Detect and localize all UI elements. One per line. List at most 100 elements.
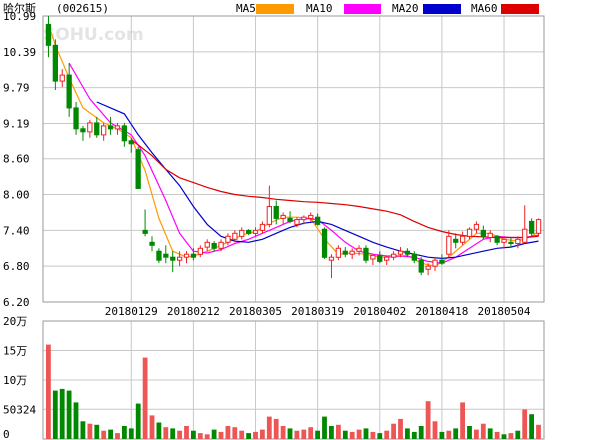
candle [239,227,245,240]
candle [266,185,273,228]
candle-body-down [377,254,383,262]
candle-body-up [425,265,431,270]
candle [114,122,121,135]
stock-name: 哈尔斯 [3,2,36,15]
candle [370,254,376,265]
candle [529,218,535,237]
candle-body-up [225,235,231,243]
volume-bar [156,422,162,439]
volume-bar [515,430,521,439]
candle [508,237,514,248]
volume-bar [52,390,58,439]
volume-bar [66,390,72,439]
candle [321,227,328,260]
candle [294,217,300,228]
volume-bar [418,426,424,439]
volume-bar [536,424,541,439]
candle [280,212,286,225]
date-tick-label: 20180418 [415,305,468,318]
candle [94,116,100,138]
legend-ma20-label: MA20 [392,2,419,15]
candle-body-down [149,241,155,246]
candle-body-down [163,253,169,258]
candle-body-up [515,238,521,245]
candle [197,245,203,258]
volume-tick-label: 10万 [3,374,27,387]
candle-body-up [259,223,266,231]
candle [252,227,259,237]
candle-body-up [266,206,273,225]
volume-bar [405,428,410,439]
date-tick-label: 20180319 [291,305,344,318]
volume-bar [425,401,431,439]
candle-body-down [342,250,348,255]
volume-bar [370,431,376,439]
candle [52,39,59,91]
candle [308,212,314,222]
candle-body-up [397,250,404,255]
volume-bar [411,431,417,439]
volume-bar [294,430,300,439]
volume-bar [59,388,65,439]
candle-body-up [59,74,65,82]
candle-body-up [197,247,203,255]
candle [211,241,217,252]
volume-bar [301,429,307,439]
candle [204,239,210,252]
candle [66,63,72,117]
candle [418,257,424,276]
candle [45,16,52,58]
candle-body-up [294,219,300,225]
candle-body-down [287,217,293,222]
candle-body-down [508,241,514,245]
candle [128,137,134,153]
volume-bar [197,433,203,439]
candle [177,251,183,267]
candle [183,251,190,264]
candle [356,245,362,256]
volume-bar [135,403,141,439]
price-panel-frame [42,15,545,303]
volume-bar [315,430,320,439]
volume-bar [87,423,93,439]
candle [446,230,452,258]
volume-bar [308,427,314,439]
candle [439,254,445,265]
volume-bar [474,429,479,439]
candle [466,227,473,240]
volume-bar [391,423,396,439]
volume-bar [218,431,224,439]
candle-body-up [335,247,342,258]
candle-body-up [101,125,107,136]
volume-bar [128,428,134,439]
candle [190,248,197,261]
candle [287,211,293,224]
candle-body-up [473,223,480,230]
candle [363,245,369,264]
candle [453,233,459,249]
volume-bar [163,427,169,439]
candle-body-up [87,122,93,133]
volume-bar [467,426,472,439]
volume-tick-label: 20万 [3,315,27,328]
candle [487,230,493,243]
candle [87,119,93,138]
candle-body-down [439,259,445,264]
volume-grid [43,320,544,440]
candle [384,255,390,265]
volume-bar [480,423,486,439]
volume-bar [149,415,155,439]
volume-bar [342,430,348,439]
volume-bar [225,426,231,439]
candle-body-down [411,253,418,261]
candle-body-down [273,206,279,219]
legend-ma10-swatch [344,4,381,14]
candle-body-down [453,238,459,243]
price-tick-label: 9.19 [3,117,30,130]
candle [149,236,155,252]
ma-line-ma5 [47,24,539,267]
candle [163,245,169,264]
volume-bar [211,429,217,439]
volume-bar [94,424,100,439]
candle-body-down [246,229,252,234]
